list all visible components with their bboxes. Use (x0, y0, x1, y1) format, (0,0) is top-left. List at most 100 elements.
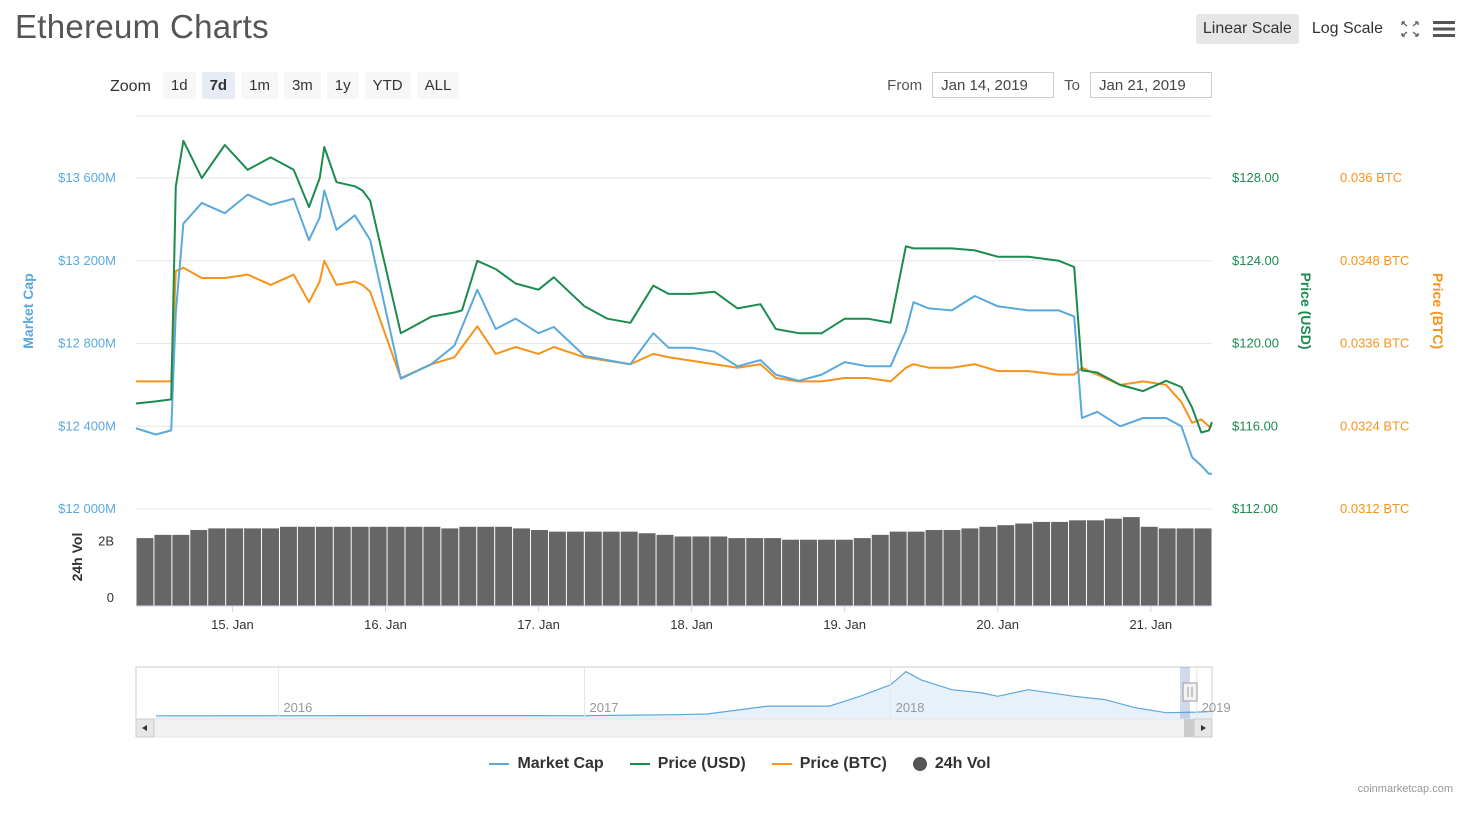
y-axis-title-left: Market Cap (20, 273, 36, 348)
volume-bar (495, 526, 513, 606)
volume-bar (871, 534, 889, 606)
y-axis-title-usd: Price (USD) (1298, 272, 1314, 349)
volume-bar (1140, 526, 1158, 606)
volume-bar (190, 530, 208, 606)
volume-bar (477, 526, 495, 606)
volume-bar (979, 526, 997, 606)
zoom-7d-button[interactable]: 7d (201, 72, 236, 99)
chart-toolbar: Linear Scale Log Scale (1195, 14, 1458, 44)
series-line-price-usd (135, 139, 1213, 434)
scroll-left-icon (142, 725, 147, 731)
navigator-handle (1182, 682, 1198, 702)
volume-bar (441, 528, 459, 606)
volume-bar (459, 526, 477, 606)
volume-bar (1033, 521, 1051, 606)
price-chart[interactable]: $12 000M $12 400M $12 800M $13 200M $13 600M… (0, 0, 1480, 745)
zoom-1m-button[interactable]: 1m (241, 72, 278, 99)
volume-bar (584, 531, 602, 606)
volume-bar (172, 534, 190, 606)
volume-bar (423, 526, 441, 606)
x-tick-label: 16. Jan (364, 617, 407, 632)
y-tick-label-usd: $116.00 (1232, 418, 1278, 433)
legend-volume-label: 24h Vol (934, 755, 991, 772)
linear-scale-button[interactable]: Linear Scale (1195, 14, 1299, 44)
volume-bar (638, 533, 656, 606)
volume-bar (1069, 520, 1086, 606)
to-date-input[interactable] (1090, 72, 1212, 98)
y-tick-label-btc: 0.036 BTC (1340, 170, 1402, 185)
y-tick-label-btc: 0.0312 BTC (1340, 501, 1409, 516)
legend-market-cap-swatch (489, 763, 510, 765)
navigator-tick-label: 2019 (1202, 700, 1231, 715)
legend-market-cap[interactable]: Market Cap (489, 755, 604, 773)
volume-bar (728, 538, 746, 606)
date-range: From To (887, 72, 1212, 98)
legend-market-cap-label: Market Cap (517, 755, 604, 772)
volume-bar (154, 534, 172, 606)
x-tick-label: 20. Jan (976, 617, 1019, 632)
x-tick-label: 17. Jan (517, 617, 560, 632)
page-title: Ethereum Charts (15, 8, 269, 45)
volume-bar (782, 539, 800, 606)
legend-volume-swatch (912, 757, 927, 771)
from-date-input[interactable] (932, 72, 1055, 98)
volume-bar (674, 536, 692, 606)
zoom-all-button[interactable]: ALL (416, 72, 460, 99)
legend-price-usd-label: Price (USD) (657, 755, 746, 772)
volume-bar (764, 538, 782, 606)
volume-bar (746, 538, 764, 606)
volume-bar (387, 526, 405, 606)
y-tick-label-btc: 0.0324 BTC (1340, 418, 1409, 433)
volume-bar (262, 528, 279, 606)
fullscreen-icon[interactable] (1396, 15, 1424, 43)
y-tick-label-left: $12 800M (58, 336, 116, 351)
menu-icon[interactable] (1430, 15, 1458, 43)
y-tick-label-btc: 0.0348 BTC (1340, 253, 1409, 268)
volume-bar (961, 528, 979, 606)
credit-link[interactable]: coinmarketcap.com (1357, 783, 1453, 795)
volume-bar (315, 526, 333, 606)
x-tick-label: 19. Jan (823, 617, 866, 632)
volume-bar (1176, 528, 1194, 606)
volume-bar (1122, 517, 1140, 606)
legend-price-btc[interactable]: Price (BTC) (771, 755, 887, 773)
volume-bar (943, 530, 961, 606)
y-tick-label-usd: $120.00 (1232, 336, 1279, 351)
volume-bar (279, 526, 297, 606)
volume-bar (853, 538, 871, 606)
scrollbar-track (135, 718, 1213, 738)
legend-volume[interactable]: 24h Vol (912, 755, 991, 773)
volume-bar (297, 526, 315, 606)
y-tick-label-left: $13 600M (58, 170, 116, 185)
from-label: From (887, 76, 923, 94)
volume-bar (835, 539, 853, 606)
y-axis-title-btc: Price (BTC) (1430, 273, 1446, 349)
y-tick-label-usd: $128.00 (1232, 170, 1279, 185)
zoom-controls: Zoom 1d 7d 1m 3m 1y YTD ALL (110, 72, 460, 99)
legend-price-usd-swatch (629, 763, 650, 765)
y-tick-label-left: $13 200M (58, 253, 116, 268)
navigator-area (156, 671, 1212, 719)
volume-bar (800, 539, 817, 606)
volume-bar (602, 531, 620, 606)
log-scale-button[interactable]: Log Scale (1311, 20, 1383, 37)
volume-bar (710, 536, 728, 606)
zoom-1y-button[interactable]: 1y (326, 72, 359, 99)
volume-bar (656, 534, 674, 606)
zoom-3m-button[interactable]: 3m (283, 72, 321, 99)
volume-bar (620, 531, 638, 606)
x-tick-label: 21. Jan (1129, 617, 1172, 632)
zoom-label: Zoom (110, 78, 151, 95)
legend-price-usd[interactable]: Price (USD) (629, 755, 746, 773)
y-tick-label-btc: 0.0336 BTC (1340, 336, 1409, 351)
volume-bar (226, 528, 244, 606)
volume-bar (548, 531, 566, 606)
volume-bar (351, 526, 369, 606)
zoom-1d-button[interactable]: 1d (162, 72, 196, 99)
volume-bar (1086, 520, 1104, 606)
y-tick-label-left: $12 000M (58, 501, 116, 516)
zoom-ytd-button[interactable]: YTD (364, 72, 411, 99)
volume-bar (369, 526, 387, 606)
scrollbar-thumb (1184, 719, 1194, 737)
volume-bar (1015, 523, 1033, 606)
